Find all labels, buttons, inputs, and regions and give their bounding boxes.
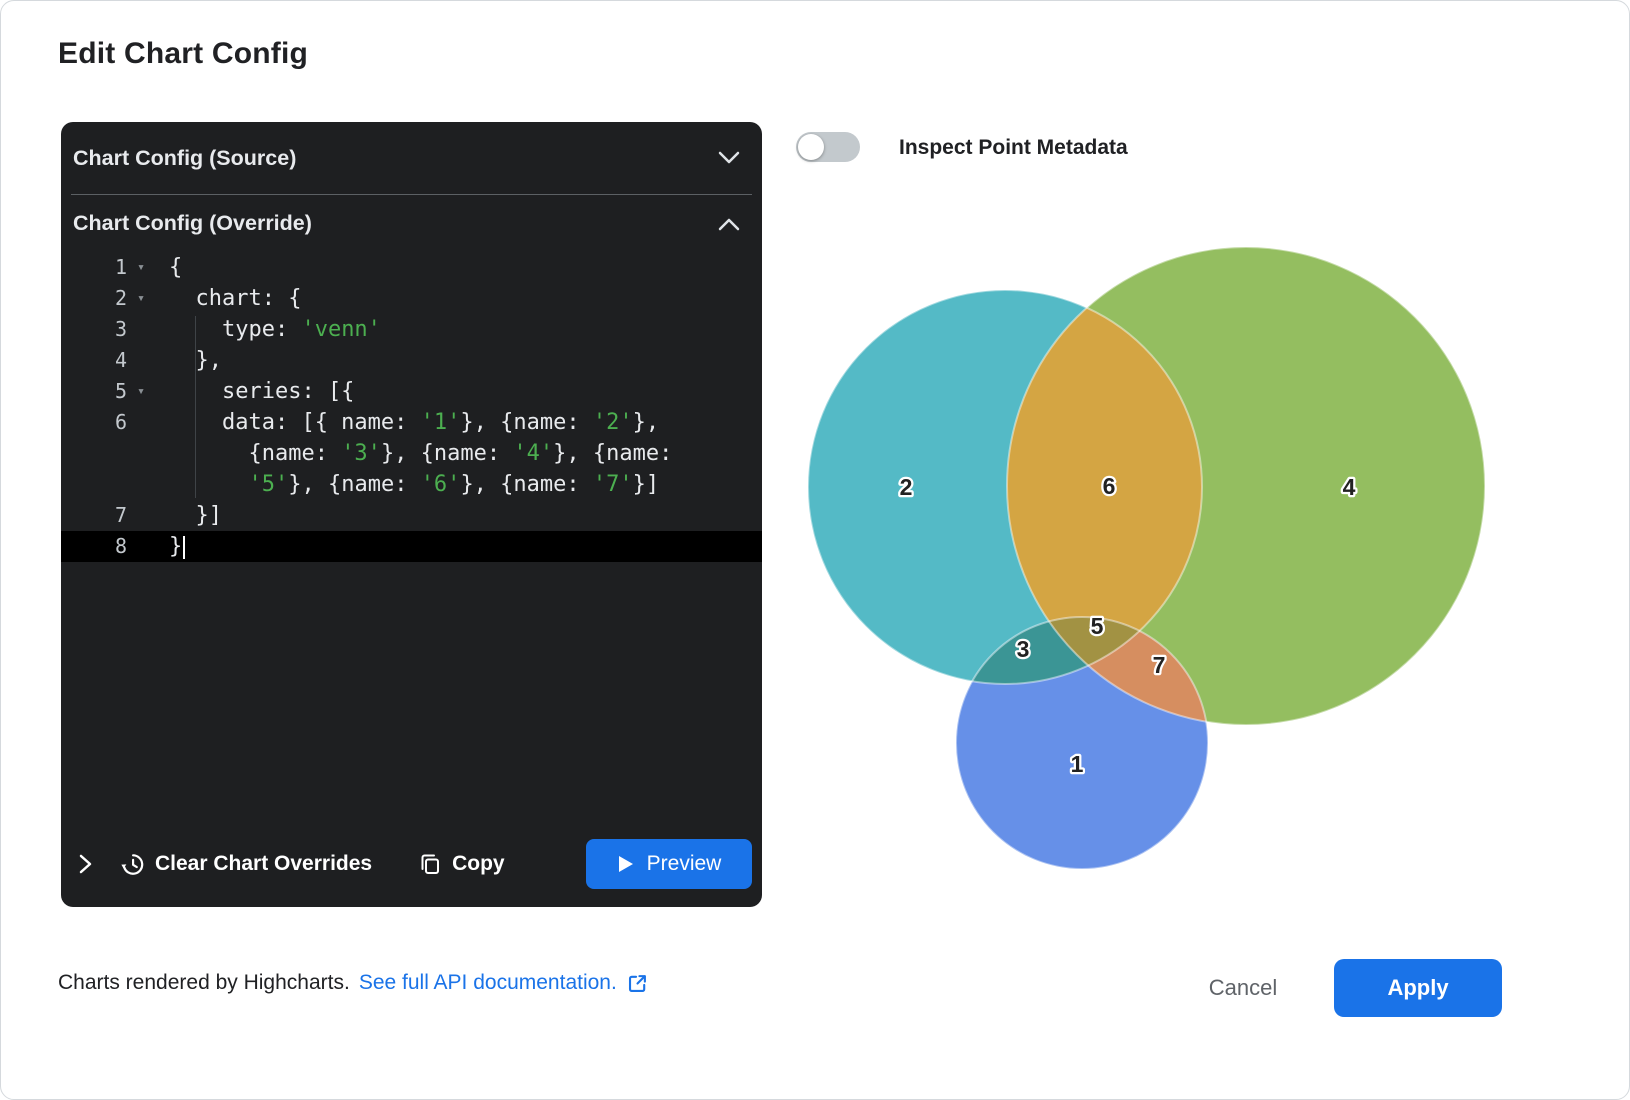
fold-spacer (127, 438, 155, 469)
override-section-header[interactable]: Chart Config (Override) (61, 195, 762, 252)
toggle-knob (798, 134, 824, 160)
editor-toolbar: Clear Chart Overrides Copy Preview (61, 839, 762, 889)
fold-spacer (127, 500, 155, 531)
venn-region-label: 7 (1153, 652, 1166, 678)
venn-overlap-region[interactable] (1007, 247, 1485, 725)
cancel-button[interactable]: Cancel (1193, 963, 1293, 1013)
clear-chart-overrides-label: Clear Chart Overrides (155, 852, 373, 875)
code-line[interactable]: {name: '3'}, {name: '4'}, {name: (61, 438, 762, 469)
chevron-down-icon (718, 151, 740, 164)
page-title: Edit Chart Config (58, 37, 309, 70)
venn-circle-outline (955, 616, 1209, 870)
fold-caret-icon[interactable]: ▾ (137, 260, 145, 275)
preview-label: Preview (646, 852, 722, 875)
code-line[interactable]: 7 }] (61, 500, 762, 531)
venn-region-label: 1 (1071, 751, 1084, 777)
override-section-title: Chart Config (Override) (73, 211, 312, 235)
indent-guide (195, 316, 196, 498)
copy-label: Copy (452, 852, 505, 875)
venn-region-label: 4 (1343, 474, 1356, 500)
fold-spacer (127, 469, 155, 500)
history-icon (121, 854, 144, 875)
code-line[interactable]: 8} (61, 531, 762, 562)
source-section-header[interactable]: Chart Config (Source) (61, 122, 762, 194)
code-line[interactable]: 1 ▾{ (61, 252, 762, 283)
preview-button[interactable]: Preview (586, 839, 752, 889)
footer-credit: Charts rendered by Highcharts. See full … (58, 971, 649, 995)
inspect-metadata-label: Inspect Point Metadata (899, 136, 1128, 159)
inspect-metadata-toggle[interactable] (796, 132, 860, 162)
code-line[interactable]: 6 data: [{ name: '1'}, {name: '2'}, (61, 407, 762, 438)
code-line[interactable]: 5 ▾ series: [{ (61, 376, 762, 407)
code-line[interactable]: 4 }, (61, 345, 762, 376)
chart-config-panel: Chart Config (Source) Chart Config (Over… (61, 122, 762, 907)
fold-caret-icon[interactable]: ▾ (137, 384, 145, 399)
venn-circle-outline (807, 289, 1203, 685)
venn-region-label: 2 (900, 474, 913, 500)
fold-spacer (127, 314, 155, 345)
clear-chart-overrides-button[interactable]: Clear Chart Overrides (119, 851, 372, 877)
venn-region-label: 3 (1017, 636, 1030, 662)
venn-region-label: 5 (1091, 613, 1104, 639)
code-lines: 1 ▾{2 ▾ chart: {3 type: 'venn' 4 }, 5 ▾ serie… (61, 252, 762, 562)
chevron-right-icon[interactable] (75, 852, 95, 876)
fold-spacer (127, 531, 155, 562)
credit-text: Charts rendered by Highcharts. (58, 971, 350, 994)
code-line[interactable]: 3 type: 'venn' (61, 314, 762, 345)
code-editor[interactable]: 1 ▾{2 ▾ chart: {3 type: 'venn' 4 }, 5 ▾ serie… (61, 252, 762, 562)
chevron-up-icon (718, 218, 740, 230)
fold-spacer (127, 345, 155, 376)
venn-region-label: 6 (1103, 473, 1116, 499)
play-icon (618, 856, 633, 872)
venn-diagram[interactable]: 2 6 4 3 5 7 1 (781, 226, 1501, 876)
source-section-title: Chart Config (Source) (73, 145, 297, 170)
divider (71, 194, 752, 195)
code-line[interactable]: '5'}, {name: '6'}, {name: '7'}] (61, 469, 762, 500)
apply-button[interactable]: Apply (1334, 959, 1502, 1017)
copy-icon (421, 854, 440, 874)
venn-circle-outline (1006, 246, 1486, 726)
fold-spacer (127, 407, 155, 438)
text-cursor (183, 535, 186, 559)
fold-caret-icon[interactable]: ▾ (137, 291, 145, 306)
code-line[interactable]: 2 ▾ chart: { (61, 283, 762, 314)
copy-button[interactable]: Copy (418, 852, 505, 876)
external-link-icon[interactable] (626, 972, 649, 995)
api-doc-link[interactable]: See full API documentation. (358, 971, 617, 994)
